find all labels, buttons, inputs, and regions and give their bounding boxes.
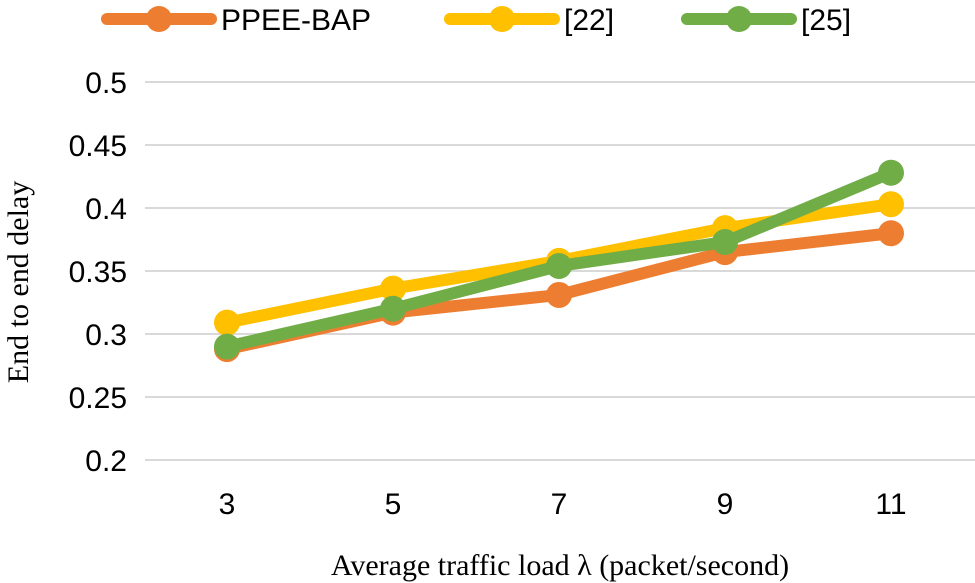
y-tick-label: 0.2 <box>85 445 127 478</box>
legend-label: PPEE-BAP <box>221 4 371 37</box>
x-tick-label: 5 <box>385 488 402 521</box>
series-25 <box>214 159 904 360</box>
y-tick-label: 0.45 <box>69 130 127 163</box>
legend-swatch-marker <box>726 6 752 32</box>
x-tick-label: 3 <box>219 488 236 521</box>
y-tick-label: 0.3 <box>85 319 127 352</box>
legend-swatch-marker <box>146 6 172 32</box>
y-tick-label: 0.35 <box>69 256 127 289</box>
data-point <box>214 309 240 336</box>
y-tick-label: 0.5 <box>85 67 127 100</box>
x-tick-label: 9 <box>717 488 734 521</box>
data-point <box>878 220 904 247</box>
data-point <box>878 191 904 218</box>
x-axis-label: Average traffic load λ (packet/second) <box>331 549 789 582</box>
legend-swatch-marker <box>489 6 515 32</box>
y-tick-label: 0.25 <box>69 382 127 415</box>
y-axis-ticks: 0.2 0.25 0.3 0.35 0.4 0.45 0.5 <box>69 67 127 478</box>
x-axis-ticks: 3 5 7 9 11 <box>219 488 907 521</box>
data-point <box>712 229 738 256</box>
series-ppee-bap <box>214 220 904 363</box>
legend-item: PPEE-BAP <box>101 4 371 37</box>
data-point <box>380 295 406 322</box>
data-point <box>546 252 572 279</box>
data-point <box>546 281 572 308</box>
data-point <box>878 159 904 186</box>
y-tick-label: 0.4 <box>85 193 127 226</box>
x-tick-label: 11 <box>875 488 906 521</box>
series-lines <box>214 159 904 363</box>
x-tick-label: 7 <box>551 488 568 521</box>
legend-label: [25] <box>801 4 851 37</box>
data-point <box>380 275 406 302</box>
legend-label: [22] <box>564 4 614 37</box>
legend-item: [22] <box>444 4 614 37</box>
legend-item: [25] <box>681 4 851 37</box>
data-point <box>214 333 240 360</box>
y-axis-label: End to end delay <box>2 181 35 383</box>
legend: PPEE-BAP [22] [25] <box>101 4 851 37</box>
